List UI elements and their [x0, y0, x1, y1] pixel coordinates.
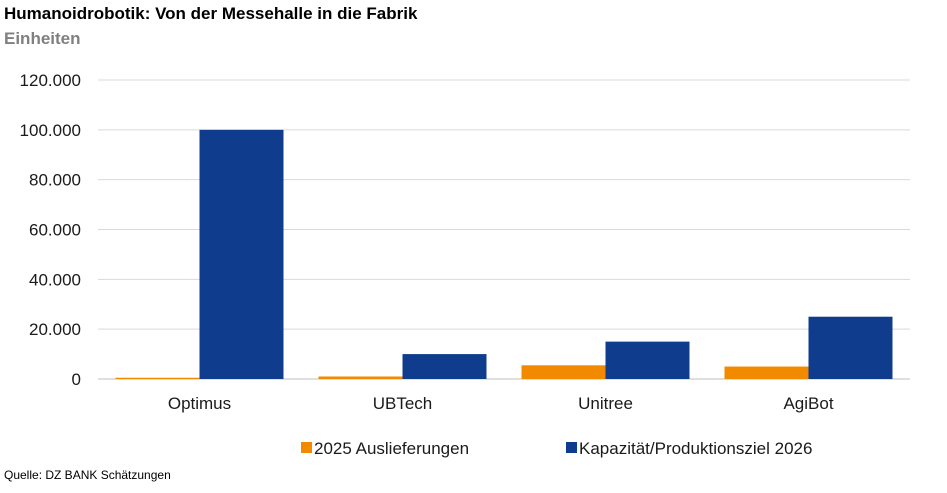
- bar-unitree-2025: [521, 365, 606, 379]
- y-tick-label: 120.000: [20, 71, 81, 90]
- y-axis-ticks: 0 20.000 40.000 60.000 80.000 100.000 120.000: [20, 71, 81, 389]
- bar-unitree-2026: [605, 341, 690, 379]
- bar-ubtech-2026: [402, 354, 487, 379]
- bar-optimus-2026: [199, 129, 284, 379]
- y-tick-label: 100.000: [20, 121, 81, 140]
- legend-swatch: [566, 442, 577, 453]
- chart-subtitle: Einheiten: [4, 29, 81, 48]
- legend-swatch: [301, 442, 312, 453]
- y-tick-label: 0: [72, 370, 81, 389]
- bars: [115, 129, 893, 379]
- y-tick-label: 20.000: [29, 320, 81, 339]
- y-tick-label: 60.000: [29, 221, 81, 240]
- x-axis-ticks: Optimus UBTech Unitree AgiBot: [168, 394, 834, 413]
- x-tick-label: Unitree: [578, 394, 633, 413]
- legend-label: Kapazität/Produktionsziel 2026: [579, 439, 812, 458]
- bar-agibot-2026: [808, 316, 893, 379]
- x-tick-label: UBTech: [373, 394, 433, 413]
- x-tick-label: Optimus: [168, 394, 231, 413]
- source-note: Quelle: DZ BANK Schätzungen: [4, 468, 171, 482]
- y-tick-label: 80.000: [29, 171, 81, 190]
- bar-agibot-2025: [724, 366, 809, 379]
- chart-title: Humanoidrobotik: Von der Messehalle in d…: [4, 4, 418, 23]
- y-tick-label: 40.000: [29, 270, 81, 289]
- bar-optimus-2025: [115, 377, 200, 379]
- legend: 2025 Auslieferungen Kapazität/Produktions…: [301, 439, 812, 458]
- x-tick-label: AgiBot: [783, 394, 833, 413]
- legend-label: 2025 Auslieferungen: [314, 439, 469, 458]
- bar-ubtech-2025: [318, 376, 403, 379]
